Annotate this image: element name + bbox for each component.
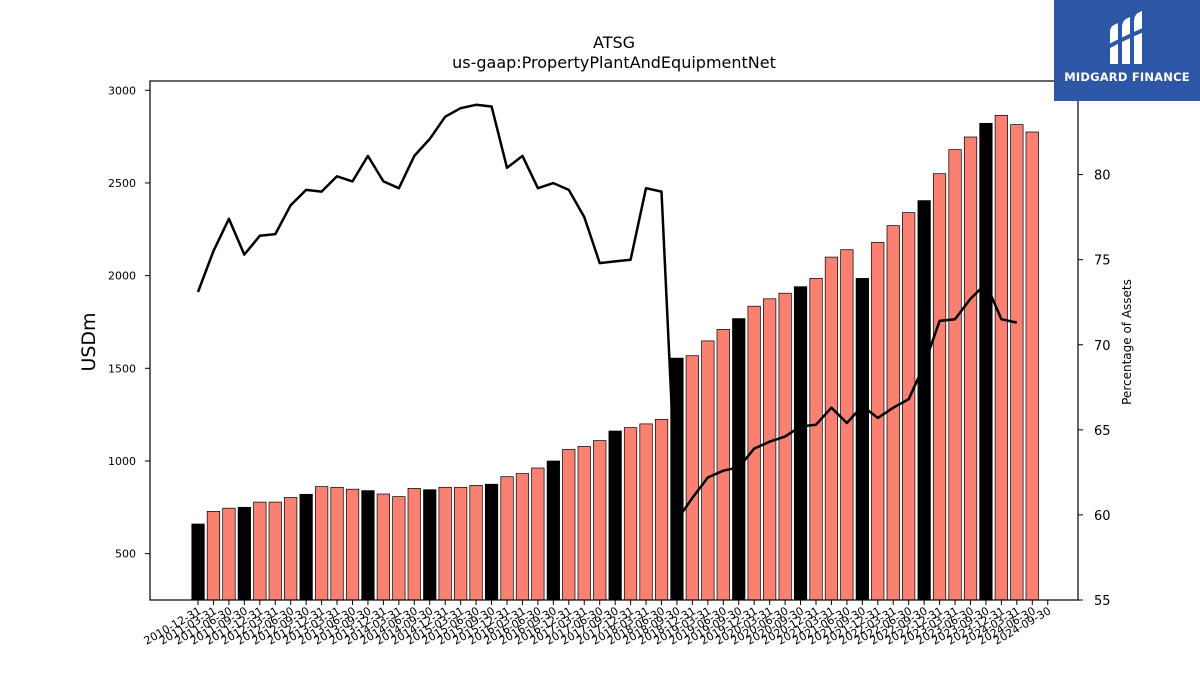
bar-2023-06-30: [963, 136, 978, 601]
y-tick-label: 1500: [108, 362, 136, 375]
chart-subtitle: us-gaap:PropertyPlantAndEquipmentNet: [452, 53, 776, 72]
bars: [191, 114, 1039, 601]
bar-2013-12-31: [376, 493, 390, 601]
y-axis-label: USDm: [78, 312, 100, 371]
bar-2015-03-31: [454, 486, 468, 601]
bar-2015-12-31: [500, 476, 514, 601]
y-tick-label: 500: [115, 548, 136, 561]
y2-tick-label: 60: [1094, 509, 1111, 524]
bar-2013-03-31: [330, 486, 344, 601]
bar-2021-03-31: [824, 256, 839, 601]
bar-2022-09-30: [917, 200, 931, 601]
bar-2024-03-31: [1010, 124, 1024, 601]
bar-2013-09-30: [361, 490, 375, 601]
bar-2014-09-30: [423, 489, 437, 601]
bar-2021-06-30: [840, 249, 854, 601]
bar-2020-12-31: [809, 278, 823, 601]
bar-2013-06-30: [345, 488, 360, 601]
x-axis: 2010-12-312011-03-312011-06-302011-09-30…: [142, 600, 1053, 648]
bar-2020-06-30: [778, 292, 792, 601]
bar-2010-12-31: [191, 523, 205, 601]
chart-title: ATSG: [593, 33, 635, 52]
brand-logo: MIDGARD FINANCE: [1054, 0, 1200, 101]
pct-line: [196, 103, 1018, 522]
y-tick-label: 3000: [108, 84, 136, 97]
bar-2021-09-30: [855, 278, 869, 601]
bar-2019-03-31: [701, 340, 715, 601]
bar-2017-03-31: [577, 446, 591, 601]
bar-2012-03-31: [268, 501, 282, 601]
bar-2018-06-30: [654, 418, 669, 601]
y-axis-right: 55 60 65 70 75 80: [1078, 169, 1111, 609]
bar-2018-03-31: [639, 423, 653, 601]
bar-2011-12-31: [253, 501, 267, 601]
bar-2017-06-30: [593, 440, 607, 601]
bar-2016-03-31: [515, 473, 530, 601]
bar-2012-09-30: [299, 493, 313, 601]
plot-frame: [149, 80, 1079, 601]
bar-2023-09-30: [979, 122, 993, 601]
bar-2020-09-30: [793, 286, 808, 601]
bar-2011-06-30: [222, 507, 236, 601]
bar-2022-12-31: [932, 173, 947, 601]
bar-2023-12-31: [994, 114, 1008, 601]
y-tick-label: 1000: [108, 455, 136, 468]
bar-2024-06-30: [1025, 131, 1039, 601]
bar-2023-03-31: [948, 149, 962, 601]
y2-tick-label: 65: [1094, 424, 1111, 439]
bar-2012-06-30: [284, 497, 298, 601]
midgard-logo-icon: [1105, 11, 1149, 64]
bar-2015-06-30: [469, 485, 483, 601]
bar-2019-09-30: [732, 318, 746, 601]
bar-2019-06-30: [716, 329, 730, 601]
bar-2017-12-31: [623, 427, 638, 601]
bar-2012-12-31: [315, 486, 329, 601]
y2-tick-label: 75: [1094, 254, 1111, 269]
bar-2011-03-31: [206, 511, 221, 601]
bar-2022-06-30: [902, 212, 916, 601]
y2-tick-label: 70: [1094, 339, 1111, 354]
y2-axis-label: Percentage of Assets: [1120, 279, 1134, 405]
y2-tick-label: 55: [1094, 594, 1111, 609]
y-tick-label: 2500: [108, 177, 136, 190]
y2-tick-label: 80: [1094, 169, 1111, 184]
bar-2022-03-31: [886, 225, 900, 601]
bar-2018-12-31: [685, 355, 699, 601]
brand-name: MIDGARD FINANCE: [1064, 70, 1190, 84]
y-axis-left: 500 1000 1500 2000 2500 3000: [108, 84, 150, 561]
bar-2018-09-30: [670, 357, 684, 601]
bar-2011-09-30: [237, 506, 251, 601]
bar-2016-09-30: [546, 460, 560, 601]
bar-2020-03-31: [763, 298, 777, 601]
bar-2016-12-31: [562, 449, 576, 601]
bar-2015-09-30: [484, 483, 499, 601]
pct-of-assets-line: [196, 103, 1018, 522]
bar-2021-12-31: [871, 241, 885, 601]
bar-2016-06-30: [531, 467, 545, 601]
y-tick-label: 2000: [108, 270, 136, 283]
bar-2014-12-31: [438, 486, 452, 601]
bar-2017-09-30: [608, 430, 622, 601]
bar-2014-06-30: [407, 488, 421, 601]
bar-2014-03-31: [392, 496, 406, 601]
